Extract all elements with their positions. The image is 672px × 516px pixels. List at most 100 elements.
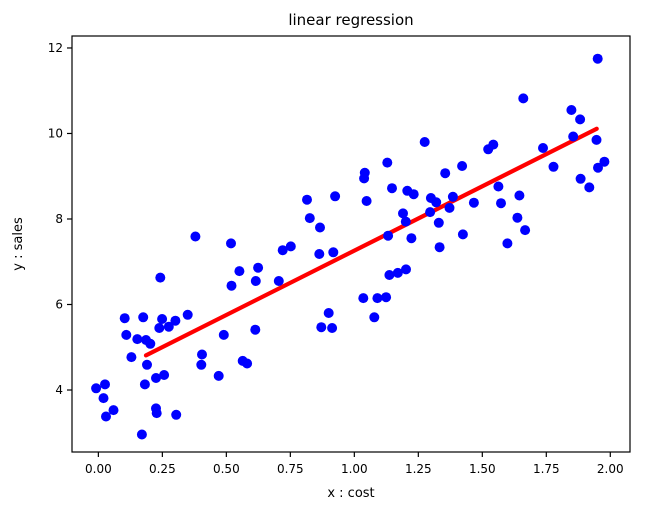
scatter-point [548, 161, 559, 172]
scatter-point [126, 352, 137, 363]
scatter-point [381, 292, 392, 303]
scatter-point [584, 182, 595, 193]
scatter-point [330, 191, 341, 202]
scatter-point [154, 323, 165, 333]
scatter-point [250, 276, 261, 286]
scatter-point [328, 247, 339, 258]
scatter-point [592, 53, 603, 64]
scatter-point [518, 93, 529, 104]
scatter-point [401, 264, 411, 275]
scatter-point [493, 181, 504, 192]
x-tick-label: 0.50 [213, 462, 240, 476]
scatter-point [514, 190, 525, 201]
scatter-point [327, 323, 338, 333]
x-tick-label: 1.50 [469, 462, 496, 476]
scatter-point [250, 324, 261, 335]
y-tick-label: 8 [55, 212, 63, 226]
scatter-point [419, 137, 430, 147]
scatter-point [226, 238, 236, 249]
scatter-point [98, 393, 109, 404]
regression-line [143, 126, 599, 358]
scatter-point [163, 321, 174, 332]
scatter-point [91, 383, 102, 394]
scatter-point [372, 293, 383, 304]
scatter-point [400, 216, 411, 227]
scatter-point [119, 313, 130, 324]
scatter-point [440, 168, 451, 179]
y-axis-ticks: 4 6 8 10 12 [48, 41, 72, 397]
scatter-point [171, 409, 182, 420]
scatter-point [277, 245, 288, 256]
x-tick-label: 0.00 [85, 462, 112, 476]
scatter-point [488, 139, 499, 150]
scatter-point [431, 197, 442, 208]
scatter-point [314, 249, 325, 259]
scatter-point [447, 191, 458, 202]
scatter-point [538, 143, 548, 153]
scatter-point [512, 212, 523, 223]
scatter-point [138, 312, 149, 323]
scatter-point [226, 280, 237, 291]
scatter-point [361, 196, 372, 206]
y-tick-label: 12 [48, 41, 63, 55]
x-axis-ticks: 0.00 0.25 0.50 0.75 1.00 1.25 1.50 1.75 2.00 [85, 452, 624, 476]
scatter-point [100, 379, 110, 390]
scatter-point [315, 222, 325, 233]
scatter-point [197, 349, 207, 360]
y-tick-label: 4 [55, 383, 63, 397]
y-tick-label: 10 [48, 126, 63, 140]
scatter-point [182, 309, 193, 320]
scatter-point [157, 314, 168, 324]
regression-line-group [143, 126, 599, 358]
scatter-point [196, 359, 207, 370]
scatter-point [496, 198, 506, 209]
scatter-point [406, 233, 417, 244]
scatter-point [132, 334, 143, 345]
scatter-point [139, 379, 150, 390]
y-axis-label: y : sales [11, 217, 26, 271]
scatter-point [599, 156, 610, 167]
scatter-point [359, 173, 370, 184]
scatter-point [383, 230, 394, 241]
scatter-point [190, 231, 201, 242]
scatter-point [502, 238, 513, 249]
scatter-point [392, 267, 403, 278]
scatter-point [457, 161, 468, 171]
scatter-point [145, 338, 156, 349]
x-tick-label: 0.25 [149, 462, 176, 476]
scatter-point [213, 370, 224, 381]
scatter-point [593, 162, 603, 173]
scatter-point [304, 213, 315, 224]
scatter-point [218, 329, 229, 340]
scatter-point [358, 293, 369, 304]
scatter-point [151, 408, 162, 419]
scatter-point [302, 194, 312, 205]
chart-title: linear regression [288, 11, 413, 29]
scatter-point [273, 276, 284, 286]
scatter-point [170, 315, 181, 326]
x-tick-label: 1.25 [405, 462, 432, 476]
scatter-point [159, 370, 170, 380]
x-tick-label: 0.75 [277, 462, 304, 476]
x-tick-label: 1.75 [533, 462, 560, 476]
scatter-point [136, 429, 147, 440]
scatter-point [575, 114, 586, 125]
scatter-point [568, 131, 579, 142]
plot-area [71, 35, 631, 453]
scatter-point [155, 272, 166, 283]
scatter-point [434, 242, 445, 253]
scatter-point [591, 134, 602, 145]
scatter-point [384, 270, 395, 280]
y-tick-label: 6 [55, 297, 63, 311]
x-axis-label: x : cost [327, 486, 374, 501]
scatter-point [323, 308, 334, 318]
x-tick-label: 1.00 [341, 462, 368, 476]
scatter-point [575, 173, 586, 184]
scatter-point [398, 208, 408, 219]
scatter-point [444, 202, 455, 213]
scatter-point [253, 262, 264, 273]
scatter-point [142, 359, 152, 370]
scatter-points-group [91, 53, 610, 440]
scatter-point [369, 312, 380, 323]
